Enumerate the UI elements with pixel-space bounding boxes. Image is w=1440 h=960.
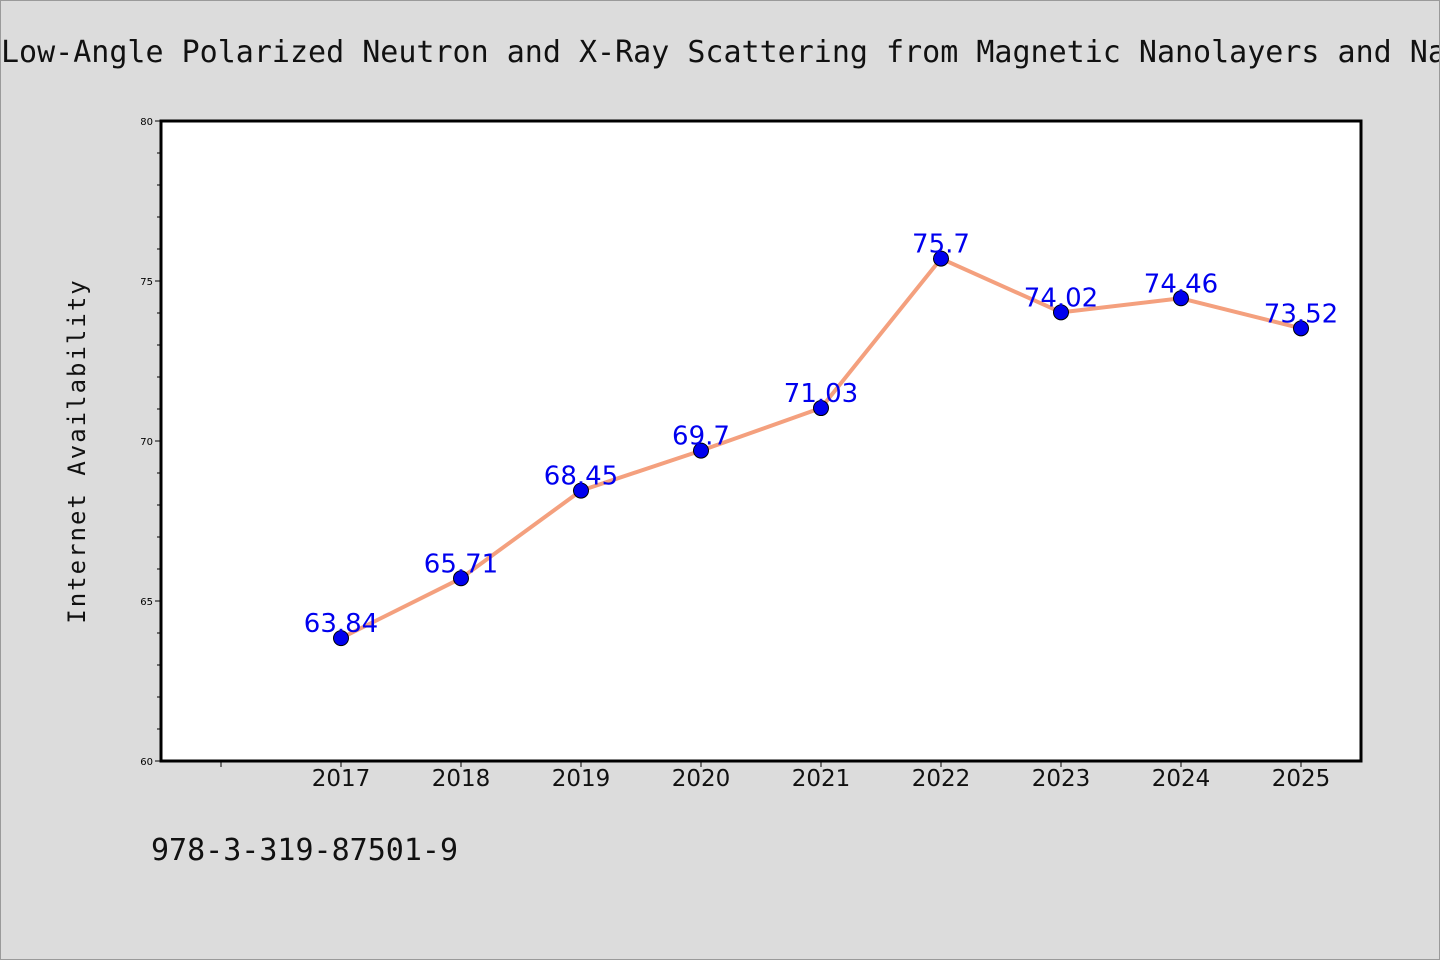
x-tick-label: 2018: [432, 766, 491, 792]
data-point: [333, 630, 349, 647]
data-point: [693, 442, 709, 459]
data-label: 71.03: [784, 379, 858, 409]
data-point: [1173, 290, 1189, 307]
data-label: 74.02: [1024, 283, 1098, 313]
y-axis-label: Internet Availability: [63, 278, 91, 623]
data-label: 69.7: [672, 422, 730, 452]
y-tick-label: 75: [140, 277, 153, 288]
data-label: 63.84: [304, 609, 378, 639]
data-label: 65.71: [424, 549, 498, 579]
data-label: 75.7: [912, 230, 970, 260]
y-tick-label: 60: [140, 757, 153, 768]
chart-title: Low-Angle Polarized Neutron and X-Ray Sc…: [1, 35, 1439, 70]
x-tick-label: 2025: [1272, 766, 1331, 792]
x-tick-label: 2019: [552, 766, 611, 792]
y-tick-label: 70: [140, 437, 153, 448]
x-tick-label: 2021: [792, 766, 851, 792]
data-point: [1053, 304, 1069, 321]
data-point: [1293, 320, 1309, 337]
data-label: 73.52: [1264, 299, 1338, 329]
data-label: 74.46: [1144, 269, 1218, 299]
y-tick-label: 80: [140, 117, 153, 128]
x-tick-label: 2024: [1152, 766, 1211, 792]
data-point: [933, 250, 949, 267]
y-tick-label: 65: [140, 597, 153, 608]
x-tick-label: 2020: [672, 766, 731, 792]
data-point: [453, 570, 469, 587]
data-point: [573, 482, 589, 499]
footer-isbn: 978-3-319-87501-9: [151, 833, 459, 868]
x-tick-label: 2017: [312, 766, 371, 792]
plot-area: [159, 119, 1363, 763]
x-tick-label: 2022: [912, 766, 971, 792]
data-label: 68.45: [544, 462, 618, 492]
x-tick-label: 2023: [1032, 766, 1091, 792]
data-point: [813, 400, 829, 417]
